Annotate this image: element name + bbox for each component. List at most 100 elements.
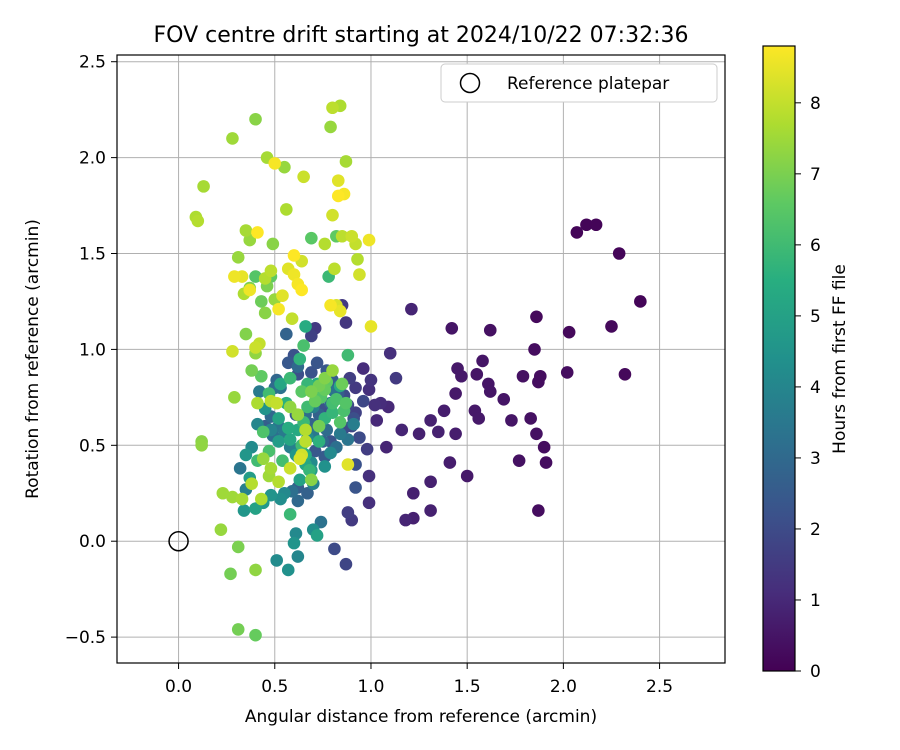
data-point	[272, 302, 285, 316]
y-axis-ticks: −0.5 0.0 0.5 1.0 1.5 2.0 2.5	[65, 53, 117, 648]
legend-label: Reference platepar	[507, 74, 669, 94]
data-point	[287, 249, 301, 262]
data-point	[281, 421, 295, 435]
data-point	[347, 417, 360, 431]
data-point	[228, 391, 241, 404]
data-point	[289, 527, 303, 540]
data-point	[353, 268, 366, 281]
data-point	[331, 174, 345, 187]
colorbar-tick-label: 5	[810, 307, 821, 327]
data-point	[287, 536, 301, 550]
data-point	[272, 475, 285, 489]
data-point	[231, 540, 245, 554]
data-point	[268, 157, 282, 170]
data-point	[445, 322, 459, 335]
data-point	[291, 408, 305, 421]
data-point	[235, 492, 249, 506]
data-point	[341, 458, 355, 471]
data-point	[305, 231, 318, 245]
legend: Reference platepar	[440, 63, 718, 103]
data-point	[472, 412, 486, 425]
data-point	[328, 262, 341, 276]
data-point	[339, 155, 353, 168]
data-point	[570, 226, 584, 239]
data-point	[214, 523, 228, 537]
data-point	[432, 425, 445, 439]
data-point	[476, 354, 489, 368]
data-point	[255, 369, 268, 383]
data-point	[605, 320, 618, 333]
data-point	[253, 385, 266, 398]
data-point	[299, 435, 312, 448]
data-point	[449, 387, 462, 400]
data-point	[255, 295, 268, 308]
data-point	[274, 492, 287, 506]
data-point	[324, 446, 337, 460]
data-point	[264, 264, 278, 278]
data-point	[405, 302, 418, 316]
data-point	[339, 396, 353, 410]
colorbar-gradient	[762, 45, 796, 672]
data-point	[310, 529, 324, 542]
data-point	[407, 486, 420, 500]
data-point	[312, 419, 326, 433]
data-point	[297, 170, 310, 184]
data-point	[272, 412, 285, 425]
data-point	[228, 270, 241, 283]
data-point	[383, 346, 397, 360]
data-point	[283, 400, 297, 414]
data-point	[255, 492, 268, 506]
data-point	[239, 327, 253, 341]
data-point	[245, 364, 258, 377]
data-point	[305, 366, 318, 379]
data-point	[305, 385, 318, 398]
x-tick-label: 1.5	[454, 677, 481, 697]
data-point	[197, 180, 210, 193]
data-point	[356, 362, 370, 375]
data-point	[312, 435, 326, 448]
colorbar-label: Hours from first FF file	[830, 264, 850, 454]
x-axis-ticks: 0.0 0.5 1.0 1.5 2.0 2.5	[165, 663, 673, 697]
data-point	[370, 414, 384, 427]
data-point	[589, 218, 603, 232]
data-point	[285, 312, 299, 326]
data-point	[399, 513, 412, 527]
y-tick-label: 0.0	[79, 532, 106, 552]
data-point	[560, 366, 574, 379]
data-point	[283, 371, 297, 385]
data-point	[349, 481, 362, 494]
data-point	[249, 341, 262, 354]
data-point	[612, 247, 626, 260]
grid-lines	[117, 55, 725, 663]
colorbar-tick-label: 6	[810, 236, 821, 256]
data-point	[537, 440, 551, 454]
data-point	[345, 229, 359, 243]
data-point	[251, 226, 264, 239]
colorbar-tick-label: 1	[810, 591, 821, 611]
data-point	[243, 283, 257, 297]
data-point	[249, 563, 262, 577]
x-tick-label: 0.5	[261, 677, 288, 697]
data-point	[364, 320, 378, 333]
data-point	[283, 433, 297, 446]
data-point	[245, 477, 258, 490]
data-point	[528, 343, 541, 356]
data-point	[249, 112, 262, 126]
data-point	[293, 352, 307, 366]
data-point	[380, 440, 393, 454]
data-point	[283, 508, 297, 521]
data-point	[618, 368, 632, 381]
data-point	[341, 348, 355, 362]
data-point	[449, 427, 462, 441]
data-point	[333, 427, 347, 441]
data-point	[270, 396, 283, 410]
data-point	[532, 504, 545, 517]
y-tick-label: 2.0	[79, 149, 106, 169]
data-point	[424, 414, 437, 427]
data-point	[280, 203, 293, 216]
data-point	[295, 385, 309, 398]
data-point	[239, 448, 253, 462]
data-point	[483, 385, 497, 398]
data-point	[231, 251, 245, 264]
